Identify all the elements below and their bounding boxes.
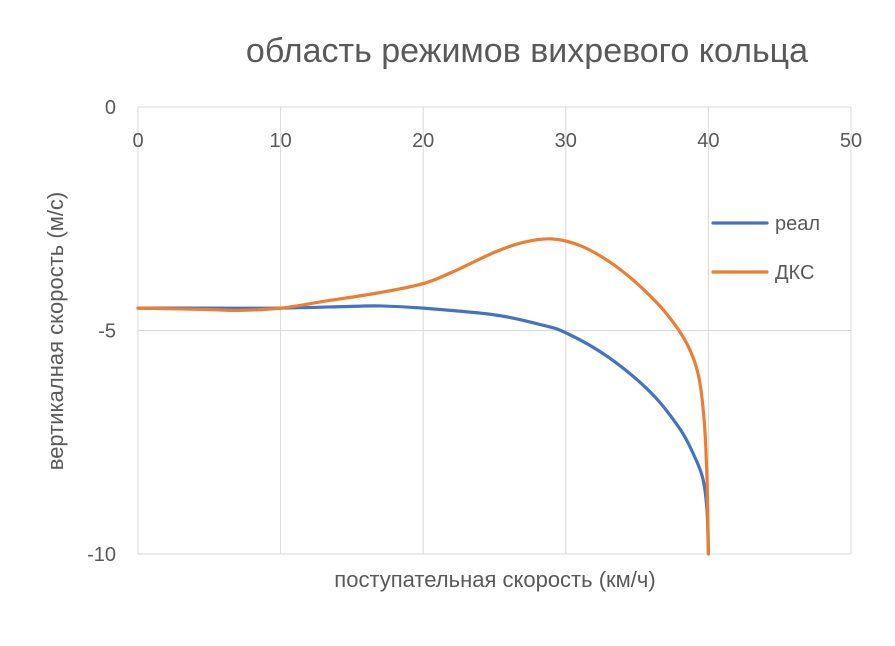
legend-label: реал [775,213,820,235]
x-tick-label: 50 [840,130,862,152]
series-line-1 [136,304,710,556]
x-tick-label: 40 [697,130,719,152]
tick-labels: 0 10 20 30 40 50 0 -5 -10 [87,97,862,566]
y-tick-label: 0 [105,97,116,119]
x-tick-label: 30 [555,130,577,152]
legend: реал ДКС [711,213,820,284]
x-tick-label: 10 [269,130,291,152]
y-tick-label: -5 [98,321,116,343]
legend-label: ДКС [775,262,814,284]
x-axis-title: поступательная скорость (км/ч) [334,567,655,592]
x-tick-label: 20 [412,130,434,152]
plot-area [136,237,710,556]
chart-title: область режимов вихревого кольца [246,32,808,70]
x-tick-label: 0 [132,130,143,152]
y-axis-title: вертикалная скорость (м/с) [43,192,68,471]
gridlines [137,106,852,555]
series-line-2 [136,237,710,556]
y-tick-label: -10 [87,544,116,566]
